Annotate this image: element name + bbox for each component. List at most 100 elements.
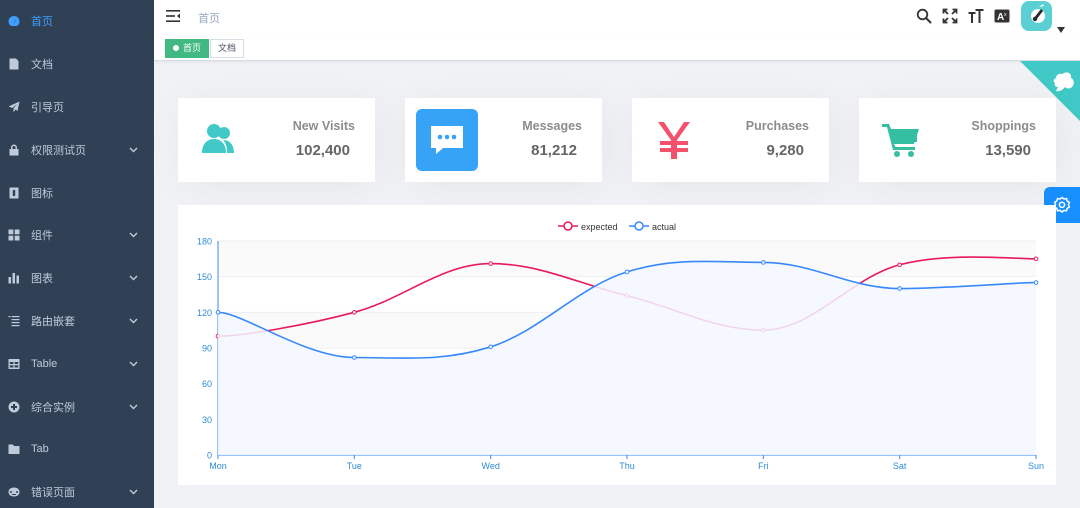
github-corner[interactable] [1020, 61, 1080, 121]
avatar[interactable] [1021, 1, 1052, 31]
chart-icon [8, 272, 20, 284]
card-value: 13,590 [985, 142, 1031, 159]
sidebar-item-label: 组件 [31, 230, 53, 243]
gear-icon [1053, 196, 1071, 213]
component-icon [8, 229, 20, 241]
tag-label: 文档 [218, 43, 237, 53]
404-icon [8, 486, 20, 498]
hamburger-icon[interactable] [166, 9, 180, 23]
x-tick-label: Wed [481, 461, 499, 471]
breadcrumb[interactable]: 首页 [198, 13, 220, 25]
tag-label: 首页 [183, 43, 202, 53]
data-point [215, 310, 221, 315]
card-value: 9,280 [766, 142, 804, 159]
table-icon [8, 358, 20, 370]
shopping-icon [870, 109, 932, 171]
chevron-down-icon [129, 316, 138, 325]
series-area-actual [218, 261, 1036, 455]
data-point [488, 261, 493, 266]
size-icon[interactable] [968, 8, 984, 24]
data-point [897, 262, 902, 268]
x-tick-label: Sat [893, 461, 907, 471]
tag-documentation[interactable]: 文档 [210, 39, 245, 58]
y-tick-label: 150 [197, 272, 212, 282]
card-value: 102,400 [295, 142, 350, 159]
data-point [488, 344, 493, 350]
panel-new-visits[interactable]: New Visits 102,400 [178, 98, 375, 182]
legend-label-expected: expected [581, 222, 618, 232]
chevron-down-icon [129, 359, 138, 368]
x-tick-label: Mon [209, 461, 227, 471]
tags-view: 首页 文档 [154, 36, 1080, 61]
y-tick-label: 120 [197, 308, 212, 318]
sidebar-item-nested[interactable]: 路由嵌套 [0, 300, 154, 343]
nested-icon [8, 315, 20, 327]
panel-purchases[interactable]: Purchases 9,280 [632, 98, 829, 182]
data-point [1033, 280, 1039, 285]
legend-label-actual: actual [652, 222, 676, 232]
fullscreen-icon[interactable] [942, 8, 958, 24]
y-tick-label: 30 [202, 415, 212, 425]
data-point [897, 286, 902, 291]
sidebar-item-404[interactable]: 错误页面 [0, 471, 154, 508]
sidebar-item-label: 首页 [31, 16, 53, 29]
tab-icon [8, 443, 20, 455]
dashboard-icon [8, 15, 20, 27]
sidebar-item-icon[interactable]: 图标 [0, 171, 154, 214]
chevron-down-icon [129, 487, 138, 496]
icon-icon [8, 187, 20, 199]
peoples-icon [189, 109, 251, 171]
message-icon [416, 109, 478, 171]
caret-down-icon[interactable] [1057, 20, 1065, 33]
card-title: Messages [522, 119, 582, 133]
x-tick-label: Tue [347, 461, 362, 471]
card-value: 81,212 [531, 142, 577, 159]
documentation-icon [8, 58, 20, 70]
search-icon[interactable] [916, 8, 932, 24]
data-point [352, 310, 357, 315]
chevron-down-icon [129, 145, 138, 154]
sidebar-item-label: 引导页 [31, 101, 64, 114]
line-chart-svg: 0 30 60 90 120 150 180 Mon Tue Wed Thu Fri Sat Sun exp… [197, 221, 1044, 471]
sidebar-item-label: 图表 [31, 273, 53, 286]
sidebar-item-example[interactable]: 综合实例 [0, 385, 154, 428]
x-tick-label: Thu [619, 461, 635, 471]
chevron-down-icon [129, 402, 138, 411]
legend-marker-expected [563, 221, 573, 231]
svg-text:x: x [1004, 12, 1007, 18]
lock-icon [8, 144, 20, 156]
tag-home[interactable]: 首页 [165, 39, 210, 58]
sidebar-item-lock[interactable]: 权限测试页 [0, 128, 154, 171]
sidebar-item-component[interactable]: 组件 [0, 214, 154, 257]
sidebar-item-label: Table [31, 357, 58, 370]
sidebar-item-tab[interactable]: Tab [0, 428, 154, 471]
data-point [761, 260, 766, 265]
x-tick-label: Sun [1028, 461, 1044, 471]
sidebar-item-label: Tab [31, 443, 49, 456]
sidebar-item-label: 文档 [31, 59, 53, 72]
sidebar-item-guide[interactable]: 引导页 [0, 86, 154, 129]
money-icon [643, 109, 705, 171]
chevron-down-icon [129, 273, 138, 282]
sidebar-item-label: 路由嵌套 [31, 315, 75, 328]
sidebar-item-table[interactable]: Table [0, 342, 154, 385]
data-point [624, 269, 630, 275]
x-tick-label: Fri [758, 461, 769, 471]
sidebar-item-dashboard[interactable]: 首页 [0, 0, 154, 43]
chevron-down-icon [129, 230, 138, 239]
svg-text:A: A [997, 12, 1004, 23]
sidebar-item-label: 错误页面 [31, 487, 75, 500]
legend-marker-actual [634, 221, 644, 231]
sidebar-item-label: 综合实例 [31, 401, 75, 414]
panel-messages[interactable]: Messages 81,212 [405, 98, 602, 182]
card-title: Purchases [745, 119, 809, 133]
data-point [352, 355, 357, 360]
example-icon [8, 401, 20, 413]
sidebar-item-chart[interactable]: 图表 [0, 257, 154, 300]
sidebar: 首页文档引导页权限测试页图标组件图表路由嵌套 Table 综合实例 Tab 错误页面 [0, 0, 154, 508]
panel-shoppings[interactable]: Shoppings 13,590 [859, 98, 1056, 182]
sidebar-item-documentation[interactable]: 文档 [0, 43, 154, 86]
sidebar-item-label: 图标 [31, 187, 53, 200]
